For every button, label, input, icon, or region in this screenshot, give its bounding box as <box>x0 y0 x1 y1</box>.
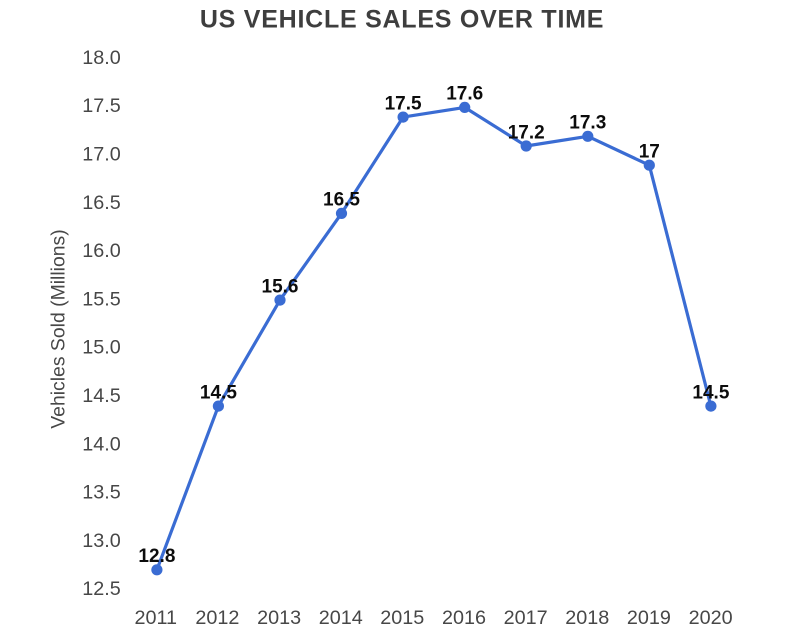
svg-text:2018: 2018 <box>565 607 609 629</box>
svg-text:16.0: 16.0 <box>82 240 121 262</box>
svg-text:2019: 2019 <box>627 607 671 629</box>
svg-text:2011: 2011 <box>135 607 178 629</box>
svg-text:15.6: 15.6 <box>262 276 299 297</box>
svg-text:17.6: 17.6 <box>446 84 483 105</box>
svg-text:2014: 2014 <box>319 607 363 629</box>
svg-text:17.2: 17.2 <box>508 122 545 143</box>
svg-text:16.5: 16.5 <box>323 190 360 211</box>
svg-text:17.5: 17.5 <box>385 93 422 114</box>
svg-text:US VEHICLE SALES OVER TIME: US VEHICLE SALES OVER TIME <box>200 6 604 34</box>
svg-text:17.3: 17.3 <box>569 113 606 134</box>
svg-text:2012: 2012 <box>195 607 239 629</box>
svg-text:14.5: 14.5 <box>82 385 121 407</box>
svg-text:2015: 2015 <box>380 607 424 629</box>
svg-text:17.5: 17.5 <box>82 95 121 117</box>
svg-text:12.8: 12.8 <box>138 546 175 567</box>
svg-text:16.5: 16.5 <box>82 192 121 214</box>
svg-text:2020: 2020 <box>689 607 733 629</box>
svg-text:15.0: 15.0 <box>82 337 121 359</box>
svg-text:13.5: 13.5 <box>82 482 121 504</box>
svg-text:18.0: 18.0 <box>82 47 121 69</box>
svg-text:Vehicles Sold (Millions): Vehicles Sold (Millions) <box>48 229 70 428</box>
svg-text:14.5: 14.5 <box>200 382 237 403</box>
svg-text:12.5: 12.5 <box>82 578 121 600</box>
svg-text:15.5: 15.5 <box>82 288 121 310</box>
svg-text:14.0: 14.0 <box>82 433 121 455</box>
svg-text:13.0: 13.0 <box>82 530 121 552</box>
svg-text:2016: 2016 <box>442 607 486 629</box>
svg-text:2013: 2013 <box>257 607 301 629</box>
svg-text:17.0: 17.0 <box>82 144 121 166</box>
svg-text:14.5: 14.5 <box>692 382 729 403</box>
svg-text:17: 17 <box>639 142 660 163</box>
svg-text:2017: 2017 <box>504 607 548 629</box>
